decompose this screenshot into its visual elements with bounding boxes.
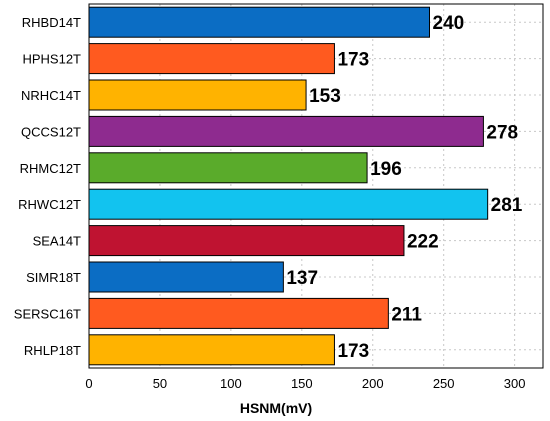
category-label: QCCS12T — [21, 124, 81, 139]
x-tick-label: 300 — [504, 376, 526, 391]
bar — [88, 225, 405, 257]
x-tick-labels: 0 50 100 150 200 250 300 — [85, 376, 525, 391]
bar — [88, 334, 335, 366]
bars — [88, 6, 489, 366]
bar — [88, 188, 489, 220]
category-label: HPHS12T — [22, 52, 81, 67]
plot-frame — [88, 3, 544, 369]
category-label: RHBD14T — [22, 15, 81, 30]
bar — [88, 6, 430, 38]
x-axis-title: HSNM(mV) — [240, 400, 312, 416]
x-tick-label: 250 — [433, 376, 455, 391]
x-tick-label: 100 — [220, 376, 242, 391]
category-labels: RHBD14T HPHS12T NRHC14T QCCS12T RHMC12T RHWC1… — [14, 15, 81, 358]
x-tick-label: 150 — [291, 376, 313, 391]
bar — [88, 261, 284, 293]
bar-value-label: 173 — [337, 50, 369, 71]
category-label: SERSC16T — [14, 306, 81, 321]
category-label: RHMC12T — [20, 161, 81, 176]
bar-value-label: 222 — [407, 232, 439, 253]
x-tick-label: 50 — [153, 376, 167, 391]
category-label: SIMR18T — [26, 270, 81, 285]
bar — [88, 79, 307, 111]
category-label: NRHC14T — [21, 88, 81, 103]
bar-value-label: 281 — [491, 195, 523, 216]
x-tick-label: 200 — [362, 376, 384, 391]
category-label: SEA14T — [33, 234, 81, 249]
bar-value-label: 153 — [309, 86, 341, 107]
bar — [88, 115, 484, 147]
bar-value-label: 137 — [286, 268, 318, 289]
x-tick-label: 0 — [85, 376, 92, 391]
category-label: RHLP18T — [24, 343, 81, 358]
category-label: RHWC12T — [18, 197, 81, 212]
value-labels: 240 173 153 278 196 281 222 137 211 173 — [286, 13, 522, 362]
bar-value-label: 196 — [370, 159, 402, 180]
bar-value-label: 240 — [433, 13, 465, 34]
bar — [88, 43, 335, 75]
bar-value-label: 211 — [391, 304, 422, 325]
bar-value-label: 173 — [337, 341, 369, 362]
bar — [88, 297, 389, 329]
bar — [88, 152, 368, 184]
bar-value-label: 278 — [486, 122, 518, 143]
